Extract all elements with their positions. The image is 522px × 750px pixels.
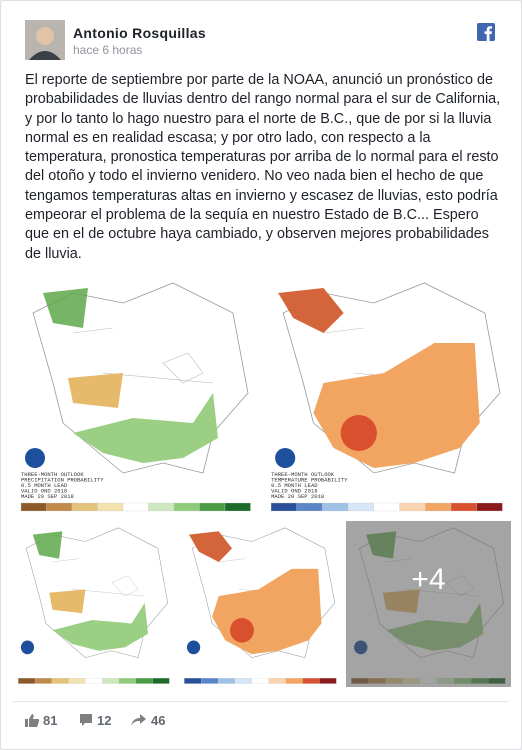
legend-swatch <box>201 678 219 684</box>
hot-center <box>230 618 254 643</box>
hot-center <box>340 415 377 451</box>
legend-swatch <box>217 678 236 684</box>
noaa-logo <box>186 640 201 655</box>
warm-region <box>278 288 344 333</box>
legend-swatch <box>20 502 47 512</box>
legend-swatch <box>184 678 202 684</box>
legend-swatch <box>319 678 337 684</box>
legend-swatch <box>285 678 303 684</box>
map-caption: TEMPERATURE PROBABILITY <box>271 477 348 484</box>
map-caption: 0.5 MONTH LEAD <box>271 482 318 489</box>
land-outline <box>25 527 169 658</box>
legend-swatch <box>224 502 251 512</box>
author-name[interactable]: Antonio Rosquillas <box>73 25 206 41</box>
map-caption: VALID OND 2018 <box>271 488 318 495</box>
map-caption: PRECIPITATION PROBABILITY <box>21 477 104 484</box>
like-count[interactable]: 81 <box>43 713 58 728</box>
warm-region <box>188 531 233 562</box>
like-icon[interactable] <box>25 713 39 727</box>
noaa-logo <box>275 448 296 468</box>
avatar[interactable] <box>25 20 65 60</box>
more-photos[interactable]: +4 <box>411 563 446 596</box>
land-outline <box>32 282 249 474</box>
dry-region <box>68 373 123 408</box>
comment-icon[interactable] <box>79 713 93 727</box>
map-image[interactable]: THREE-MONTH OUTLOOK TEMPERATURE PROBABILI… <box>263 273 511 516</box>
divider <box>13 701 509 702</box>
map-caption: 0.5 MONTH LEAD <box>21 482 68 489</box>
land-outline <box>282 282 501 474</box>
map-caption: THREE-MONTH OUTLOOK <box>271 471 335 478</box>
comment-count[interactable]: 12 <box>97 713 112 728</box>
wet-region <box>43 288 88 328</box>
legend-swatch <box>51 678 69 684</box>
wet-region <box>32 531 63 559</box>
land-outline <box>191 527 335 658</box>
avatar-image <box>25 20 65 60</box>
map-caption: MADE 20 SEP 2018 <box>21 493 74 500</box>
legend-swatch <box>234 678 252 684</box>
noaa-logo <box>25 448 45 468</box>
map-image[interactable]: +4 <box>346 521 511 687</box>
legend-swatch <box>399 502 426 512</box>
map-graphic <box>179 521 342 687</box>
legend-swatch <box>118 678 136 684</box>
legend-swatch <box>85 678 103 684</box>
legend-swatch <box>450 502 477 512</box>
noaa-logo <box>20 640 35 655</box>
legend-swatch <box>476 502 503 512</box>
timestamp[interactable]: hace 6 horas <box>73 43 143 57</box>
share-icon[interactable] <box>131 713 147 727</box>
map-image[interactable]: THREE-MONTH OUTLOOK PRECIPITATION PROBABI… <box>13 273 259 516</box>
map-caption: VALID OND 2018 <box>21 488 67 495</box>
share-count[interactable]: 46 <box>151 713 166 728</box>
legend-swatch <box>97 502 124 512</box>
legend-swatch <box>102 678 120 684</box>
legend-swatch <box>268 678 286 684</box>
legend-swatch <box>173 502 200 512</box>
facebook-icon <box>477 23 495 41</box>
map-graphic <box>13 521 175 687</box>
post-text: El reporte de septiembre por parte de la… <box>25 72 501 262</box>
legend-swatch <box>302 678 320 684</box>
legend-swatch <box>373 502 400 512</box>
legend-swatch <box>68 678 86 684</box>
legend-swatch <box>199 502 226 512</box>
legend-swatch <box>71 502 98 512</box>
legend-swatch <box>322 502 349 512</box>
wet-region <box>73 393 218 463</box>
more-overlay[interactable]: +4 <box>346 521 511 687</box>
legend-swatch <box>148 502 175 512</box>
legend-swatch <box>270 502 297 512</box>
legend-swatch <box>18 678 36 684</box>
legend-swatch <box>251 678 269 684</box>
legend-swatch <box>152 678 170 684</box>
map-caption: THREE-MONTH OUTLOOK <box>21 471 84 478</box>
legend-swatch <box>296 502 323 512</box>
map-image[interactable] <box>179 521 342 687</box>
legend-swatch <box>348 502 375 512</box>
legend-swatch <box>46 502 73 512</box>
map-image[interactable] <box>13 521 175 687</box>
map-caption: MADE 20 SEP 2018 <box>271 493 324 500</box>
legend-swatch <box>122 502 149 512</box>
wet-region <box>52 602 149 651</box>
dry-region <box>49 589 86 614</box>
legend-swatch <box>34 678 52 684</box>
legend-swatch <box>425 502 452 512</box>
legend-swatch <box>135 678 153 684</box>
